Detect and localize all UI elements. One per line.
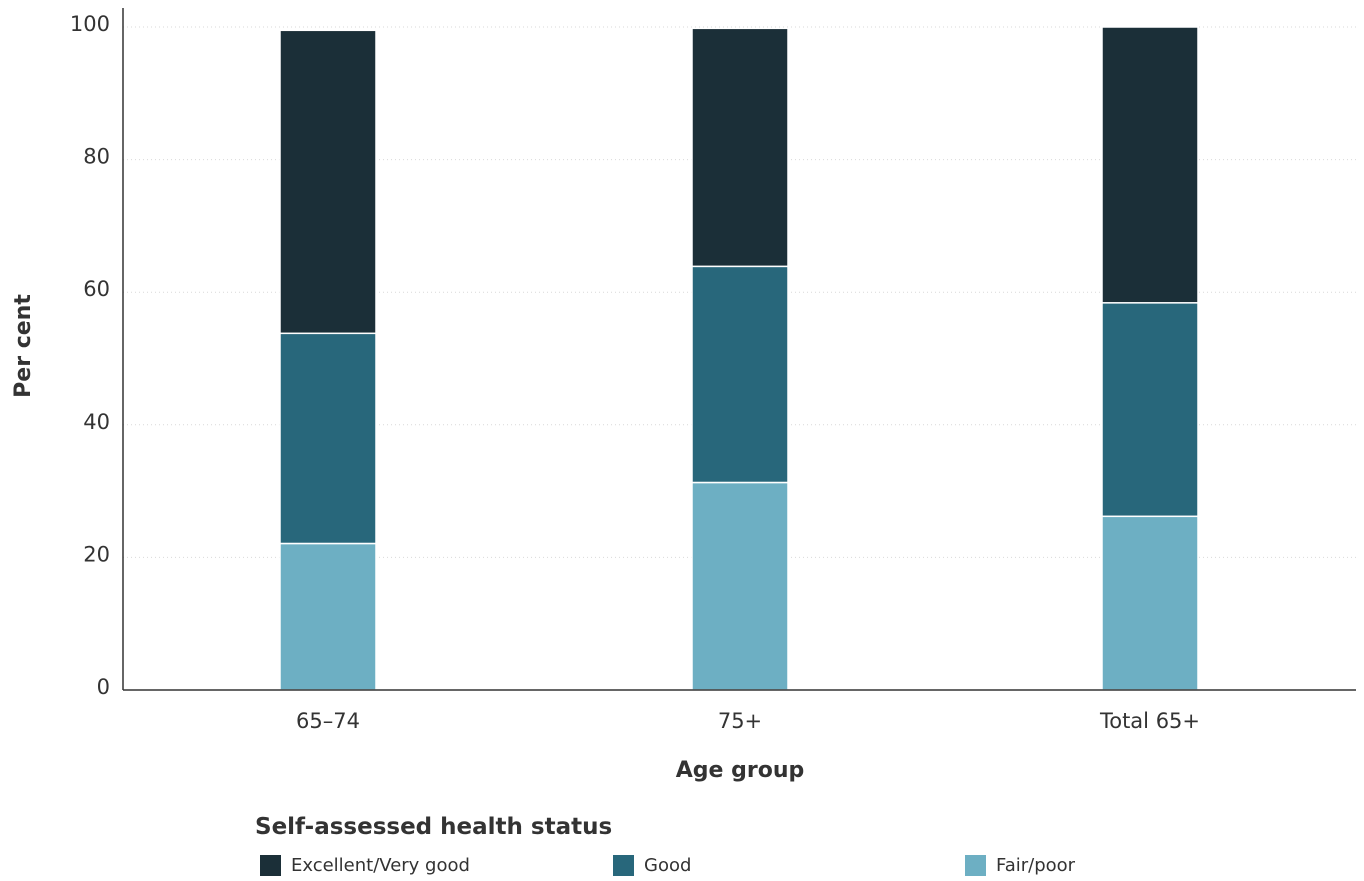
- stacked-bar-chart: 0 20 40 60 80 100 65–74 75+ Total 65+ Age group…: [11, 8, 1356, 783]
- y-tick-label: 60: [83, 277, 110, 301]
- bar-segment: [1101, 515, 1199, 691]
- x-tick-labels: 65–74 75+ Total 65+: [296, 709, 1200, 733]
- legend-label: Fair/poor: [996, 854, 1076, 876]
- bar-segment: [279, 332, 377, 545]
- legend-label: Excellent/Very good: [291, 854, 470, 876]
- legend-item-excellent-very-good: Excellent/Very good: [260, 854, 470, 876]
- bar-segment: [1101, 26, 1199, 304]
- x-tick-label: 75+: [718, 709, 762, 733]
- bar-segment: [691, 27, 789, 268]
- legend-item-fair-poor: Fair/poor: [965, 854, 1075, 876]
- legend-swatch-good: [613, 854, 634, 876]
- bars: [279, 26, 1199, 691]
- legend-swatch-excellent-very-good: [260, 854, 281, 876]
- legend-swatch-fair-poor: [965, 854, 986, 876]
- x-axis-title: Age group: [676, 758, 804, 783]
- y-tick-label: 80: [83, 145, 110, 169]
- bar-segment: [279, 542, 377, 691]
- y-tick-label: 40: [83, 410, 110, 434]
- y-tick-label: 100: [70, 12, 110, 36]
- legend-label: Good: [644, 854, 692, 876]
- y-tick-label: 0: [97, 675, 110, 699]
- x-tick-label: 65–74: [296, 709, 360, 733]
- legend-title: Self-assessed health status: [255, 814, 613, 840]
- bar-segment: [691, 265, 789, 484]
- y-tick-labels: 0 20 40 60 80 100: [70, 12, 110, 699]
- bar-segment: [691, 481, 789, 691]
- bar-segment: [1101, 302, 1199, 518]
- y-tick-label: 20: [83, 542, 110, 566]
- bar-segment: [279, 29, 377, 335]
- y-axis-title: Per cent: [11, 294, 36, 398]
- legend-item-good: Good: [613, 854, 691, 876]
- x-tick-label: Total 65+: [1099, 709, 1200, 733]
